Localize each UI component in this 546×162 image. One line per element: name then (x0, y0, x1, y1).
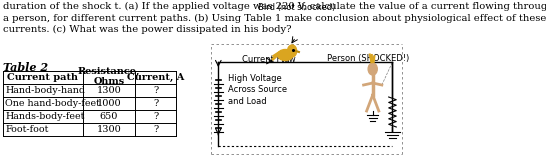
Text: 1000: 1000 (97, 99, 121, 108)
Text: ?: ? (153, 112, 158, 121)
Text: Current, A: Current, A (127, 73, 184, 82)
Circle shape (368, 63, 377, 75)
Text: Table 2: Table 2 (3, 62, 48, 73)
Text: One hand-body-feet: One hand-body-feet (5, 99, 100, 108)
Text: ?: ? (153, 99, 158, 108)
Text: Foot-foot: Foot-foot (5, 125, 49, 134)
Text: 1300: 1300 (97, 86, 121, 95)
Text: Person (SHOCKED!): Person (SHOCKED!) (327, 54, 409, 63)
Text: High Voltage
Across Source
and Load: High Voltage Across Source and Load (228, 74, 287, 106)
Text: ?: ? (153, 86, 158, 95)
Ellipse shape (277, 50, 293, 60)
Text: ?: ? (153, 125, 158, 134)
Circle shape (288, 45, 296, 57)
Text: Resistance,
Ohms: Resistance, Ohms (78, 67, 140, 86)
Text: duration of the shock t. (a) If the applied voltage was 220 V, calculate the val: duration of the shock t. (a) If the appl… (3, 2, 546, 34)
Text: Current path: Current path (8, 73, 79, 82)
Text: Bird (not shocked): Bird (not shocked) (258, 3, 335, 12)
Text: Hands-body-feet: Hands-body-feet (5, 112, 85, 121)
Text: Current Flow: Current Flow (242, 54, 295, 64)
Text: Hand-body-hand: Hand-body-hand (5, 86, 85, 95)
Text: 1300: 1300 (97, 125, 121, 134)
Text: 650: 650 (99, 112, 118, 121)
